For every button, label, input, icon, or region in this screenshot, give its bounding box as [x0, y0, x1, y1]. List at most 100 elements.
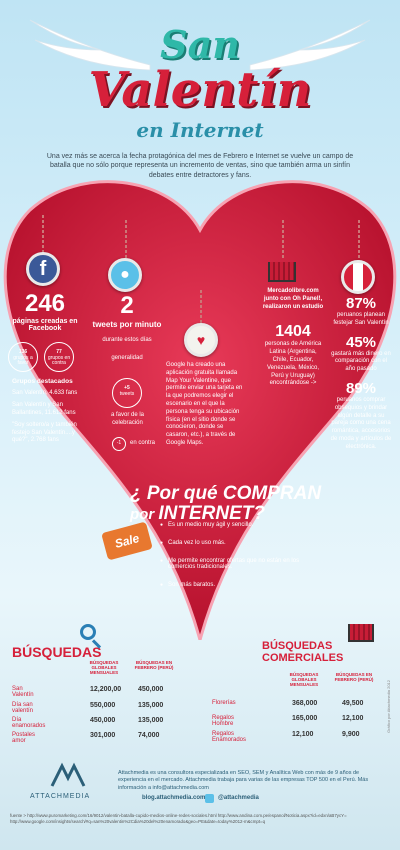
row-feb: 12,100 — [342, 715, 364, 722]
chain — [358, 220, 360, 262]
bubble-favor-label: grupos a favor — [13, 354, 33, 366]
why-item: Me permite encontrar ofertas que no está… — [160, 558, 310, 570]
group-item: San Valentín, 4.633 fans — [12, 390, 78, 397]
row-label: Día enamorados — [12, 717, 46, 729]
comerciales-title-1: BÚSQUEDAS — [262, 640, 333, 652]
row-feb: 135,000 — [138, 717, 164, 724]
bubble-positive: +5 tweets — [112, 378, 142, 408]
twitter-link[interactable]: @attachmedia — [218, 795, 259, 801]
mercadolibre-number: 1404 — [275, 323, 311, 341]
why-item: Es un medio muy ágil y sencillo. — [160, 522, 310, 528]
row-label: Florerías — [212, 700, 236, 706]
row-feb: 74,000 — [138, 732, 160, 739]
twitter-bird-icon: ● — [108, 258, 142, 292]
why-title: ¿ Por qué COMPRAN por INTERNET? — [130, 484, 321, 524]
mercadolibre-text2: personas de América Latina (Argentina, C… — [264, 341, 322, 387]
chain — [282, 220, 284, 260]
comerciales-table: BÚSQUEDAS GLOBALES MENSUALES BÚSQUEDAS E… — [212, 672, 392, 743]
groups-title: Grupos destacados — [12, 378, 73, 385]
bubble-contra-label: grupos en contra — [47, 354, 71, 366]
chain — [200, 290, 202, 325]
busquedas-h1: BÚSQUEDAS GLOBALES MENSUALES — [89, 660, 119, 676]
shopping-basket-icon — [348, 624, 374, 642]
source-text: fuente > http://www.puromarketing.com/16… — [10, 813, 347, 824]
row-feb: 9,900 — [342, 731, 360, 738]
chain — [125, 220, 127, 260]
row-label: San Valentín — [12, 686, 34, 698]
comerciales-h2: BÚSQUEDAS EN FEBRERO (PERÚ) — [334, 672, 374, 683]
title-line-1: San — [160, 22, 240, 67]
row-label: Regalos Enamorados — [212, 731, 247, 743]
brand-name: ATTACHMEDIA — [30, 793, 91, 800]
bubble-favor: 136 grupos a favor — [8, 342, 38, 372]
row-global: 450,000 — [90, 717, 116, 724]
peru-stat3-number: 89% — [345, 379, 377, 397]
bubble-negative-number: -1 — [116, 440, 122, 446]
peru-stat1-number: 87% — [345, 295, 377, 312]
row-global: 165,000 — [292, 715, 318, 722]
busquedas-table: BÚSQUEDAS GLOBALES MENSUALES BÚSQUEDAS E… — [12, 660, 192, 744]
mercadolibre-text: Mercadolibre.com junto con Oh Panel!, re… — [262, 288, 324, 310]
peru-stat2-number: 45% — [345, 333, 377, 351]
peru-flag-icon — [341, 260, 375, 294]
row-feb: 450,000 — [138, 686, 164, 693]
row-global: 550,000 — [90, 702, 116, 709]
bubble-positive-number: +5 — [124, 385, 130, 391]
why-q1: ¿ Por qué — [130, 483, 223, 504]
why-q2: COMPRAN — [222, 483, 322, 504]
row-global: 12,100 — [292, 731, 314, 738]
bubble-contra: 77 grupos en contra — [44, 342, 74, 372]
facebook-icon: f — [26, 252, 60, 286]
tweets-count: 2 — [120, 292, 134, 319]
google-text: Google ha creado una aplicación gratuita… — [166, 362, 243, 446]
tweets-label: tweets por minuto — [92, 320, 162, 329]
shopping-basket-icon — [268, 262, 296, 282]
title-line-2: Valentín — [88, 62, 312, 118]
bubble-negative: -1 — [112, 437, 126, 451]
blog-link[interactable]: blog.attachmedia.com — [142, 795, 206, 801]
why-q3: por — [130, 505, 159, 523]
magnifier-icon — [80, 624, 96, 640]
row-global: 12,200,00 — [90, 686, 122, 693]
busquedas-title: BÚSQUEDAS — [12, 644, 102, 660]
tweets-favor-text: a favor de la celebración — [110, 412, 145, 426]
attachmedia-logo — [48, 762, 88, 788]
facebook-pages-label: páginas creadas en Facebook — [12, 318, 78, 332]
title-line-3: en Internet — [136, 118, 264, 142]
row-feb: 49,500 — [342, 700, 364, 707]
map-icon: ♥ — [184, 323, 218, 357]
busquedas-h2: BÚSQUEDAS EN FEBRERO (PERÚ) — [134, 660, 174, 671]
tweets-neg-label: en contra — [130, 440, 156, 446]
credit-text: Gráfico por Attachmedia 2012 — [386, 680, 391, 733]
row-label: Regalos Hombre — [212, 715, 235, 727]
row-feb: 135,000 — [138, 702, 164, 709]
why-q4: INTERNET? — [158, 502, 265, 524]
row-global: 301,000 — [90, 732, 116, 739]
row-global: 368,000 — [292, 700, 318, 707]
row-label: Postales amor — [12, 732, 36, 744]
peru-stat2-text: gastará más dinero en comparación con el… — [331, 350, 391, 373]
wings-decoration — [29, 19, 371, 71]
group-item: "Soy soltero/a y también festejo San Val… — [12, 421, 77, 444]
bubble-positive-label: tweets — [119, 390, 135, 397]
why-item: Son más baratos. — [160, 582, 310, 588]
comerciales-title-2: COMERCIALES — [262, 652, 344, 665]
chain — [42, 215, 44, 253]
why-item: Cada vez lo uso más. — [160, 540, 310, 546]
tweets-general: generalidad — [111, 354, 143, 361]
comerciales-h1: BÚSQUEDAS GLOBALES MENSUALES — [289, 672, 319, 688]
twitter-icon — [205, 794, 214, 803]
footer-text: Attachmedia es una consultora especializ… — [118, 770, 369, 791]
group-item: San Valentín y San Ballantines, 11.612 f… — [12, 402, 76, 417]
intro-text: Una vez más se acerca la fecha protagóni… — [46, 153, 354, 179]
bubble-favor-number: 136 — [18, 349, 28, 355]
tweets-during: durante estos días — [102, 337, 152, 343]
bubble-contra-number: 77 — [56, 349, 62, 355]
peru-stat1-text: peruanos planean festejar San Valentín — [333, 312, 389, 326]
facebook-pages-count: 246 — [24, 290, 66, 317]
why-list: Es un medio muy ágil y sencillo. Cada ve… — [160, 522, 310, 600]
row-label: Día san valentín — [12, 702, 34, 714]
comerciales-title: BÚSQUEDAS COMERCIALES — [262, 640, 343, 664]
heart-shape — [3, 180, 397, 640]
